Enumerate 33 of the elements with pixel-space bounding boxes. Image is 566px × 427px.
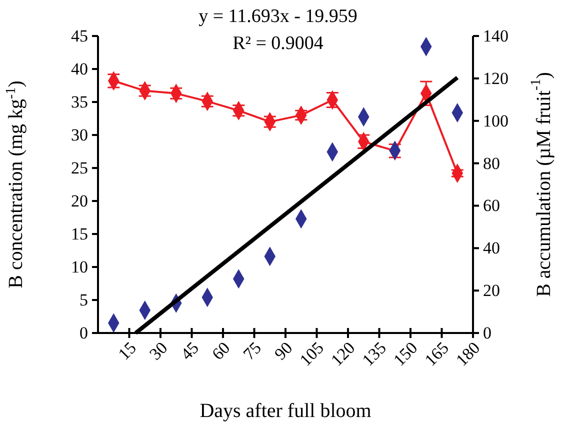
y-tick-label: 20: [71, 192, 88, 210]
x-tick-label: 60: [208, 338, 234, 364]
y-tick-label: 35: [71, 92, 88, 112]
y-tick-label: 30: [71, 126, 88, 144]
y-tick-label: 10: [71, 258, 88, 276]
y-tick-label: 45: [71, 26, 88, 46]
y-tick-label: 25: [71, 158, 88, 178]
annotation: R² = 0.9004: [232, 33, 324, 54]
y-tick-label: 5: [80, 290, 88, 310]
y2-tick-label: 60: [483, 196, 500, 216]
y-tick-label: 15: [71, 224, 88, 244]
x-tick-label: 120: [327, 338, 359, 370]
x-tick-label: 135: [358, 338, 390, 370]
x-tick-label: 150: [390, 338, 422, 370]
x-tick-label: 15: [114, 338, 140, 364]
y2-tick-label: 120: [483, 68, 508, 88]
x-tick-label: 45: [177, 338, 202, 364]
x-tick-label: 105: [296, 338, 328, 370]
y2-tick-label: 40: [483, 238, 500, 258]
x-tick-label: 30: [146, 338, 172, 364]
y-tick-label: 40: [71, 60, 88, 78]
x-axis-title: Days after full bloom: [200, 400, 372, 422]
y-tick-label: 0: [80, 324, 88, 342]
y2-tick-label: 100: [483, 111, 508, 130]
y2-tick-label: 20: [483, 281, 500, 300]
x-tick-label: 90: [270, 338, 296, 364]
x-tick-label: 180: [452, 338, 484, 370]
x-tick-label: 75: [240, 338, 265, 364]
y2-tick-label: 140: [483, 26, 508, 46]
y2-tick-label: 80: [483, 154, 500, 173]
text: y = 11.693x - 19.959: [198, 6, 358, 27]
x-tick-label: 165: [421, 338, 452, 370]
y2-tick-label: 0: [483, 324, 492, 342]
